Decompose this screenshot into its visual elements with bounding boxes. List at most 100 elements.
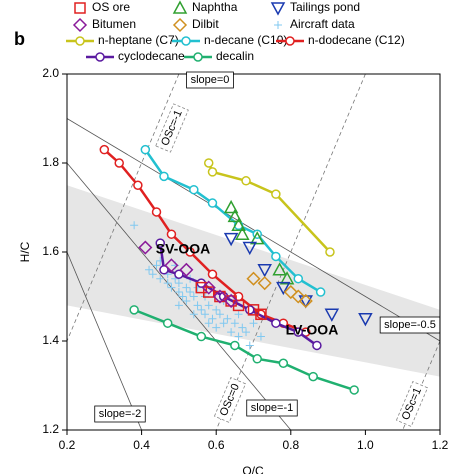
marker-circle [189, 184, 199, 195]
x-tick-label: 1.2 [432, 438, 449, 452]
slope-label-box [246, 399, 298, 417]
osc-label-group: OSc=-1 [155, 103, 189, 153]
slope-label-group: slope=0 [186, 71, 234, 89]
marker-plus [189, 310, 198, 319]
marker-circle [293, 273, 304, 284]
marker-triangle [172, 0, 188, 14]
marker-plus [212, 323, 221, 332]
legend-label: n-decane (C10) [204, 33, 287, 47]
marker-plus [219, 319, 228, 328]
slope-line [67, 118, 440, 342]
marker-plus [223, 314, 232, 323]
x-tick-label: 1.0 [357, 438, 374, 452]
marker-circle [75, 36, 85, 46]
marker-triangle-down [358, 313, 373, 327]
marker-plus [174, 301, 183, 310]
marker-plus [182, 283, 191, 292]
marker-circle [193, 52, 203, 62]
marker-triangle [223, 199, 239, 214]
marker-circle [207, 167, 218, 177]
slope-label-box [186, 71, 234, 89]
marker-circle [181, 36, 191, 46]
marker-circle [325, 247, 335, 257]
legend-label: Aircraft data [290, 17, 355, 31]
marker-circle [196, 331, 207, 342]
marker-square [74, 2, 86, 14]
marker-plus [242, 328, 251, 337]
slope-label-group: slope=-2 [94, 405, 146, 423]
annotation: SV-OOA [156, 241, 210, 257]
y-tick-label: 1.8 [42, 155, 59, 169]
marker-diamond [138, 240, 153, 255]
marker-plus [234, 310, 243, 319]
marker-diamond [246, 271, 261, 286]
x-tick-label: 0.6 [208, 438, 225, 452]
slope-line [67, 251, 142, 430]
marker-triangle-down [242, 241, 258, 256]
marker-diamond [212, 289, 227, 304]
marker-plus [245, 341, 254, 350]
marker-circle [203, 158, 214, 168]
marker-plus [208, 314, 217, 323]
legend-label: n-heptane (C7) [98, 33, 179, 47]
panel-label: b [14, 29, 25, 49]
osc-label-group: OSc=0 [213, 377, 247, 423]
marker-plus [204, 301, 213, 310]
marker-circle [162, 318, 173, 328]
slope-label: slope=-2 [99, 408, 142, 420]
marker-plus [163, 279, 172, 288]
marker-diamond [172, 17, 188, 33]
marker-circle [349, 385, 359, 395]
marker-circle [159, 171, 169, 182]
marker-circle [174, 269, 184, 279]
marker-circle [207, 198, 218, 208]
marker-circle [245, 305, 255, 315]
marker-circle [308, 371, 318, 382]
osc-label-box [155, 103, 189, 153]
marker-plus [178, 292, 187, 301]
x-tick-label: 0.2 [59, 438, 76, 452]
marker-plus [249, 319, 258, 328]
marker-circle [271, 318, 281, 328]
slope-label-box [379, 316, 441, 334]
shaded-region [67, 185, 440, 377]
slope-label: slope=0 [191, 74, 230, 86]
marker-circle [230, 340, 240, 351]
osc-label-box [395, 381, 429, 427]
y-tick-label: 1.6 [42, 244, 59, 258]
marker-circle [293, 327, 304, 337]
marker-plus [189, 292, 198, 301]
y-tick-label: 2.0 [42, 66, 59, 80]
slope-label-box [94, 405, 146, 423]
marker-circle [129, 305, 139, 315]
marker-triangle-down [324, 308, 340, 322]
marker-plus [182, 296, 191, 305]
marker-plus [197, 305, 206, 314]
slope-label: slope=-1 [251, 402, 294, 414]
marker-plus [274, 21, 282, 29]
x-tick-label: 0.8 [282, 438, 299, 452]
marker-circle [140, 144, 151, 155]
series-line [133, 308, 355, 392]
marker-plus [201, 310, 210, 319]
marker-circle [133, 180, 143, 190]
marker-circle [95, 52, 105, 62]
annotation: LV-OOA [286, 322, 339, 338]
marker-plus [152, 261, 161, 270]
marker-diamond [298, 293, 313, 309]
y-axis-label: H/C [18, 241, 32, 262]
marker-diamond [224, 293, 239, 309]
plot-area [67, 74, 440, 430]
marker-plus [174, 279, 183, 288]
marker-triangle [272, 262, 287, 276]
marker-diamond [72, 17, 88, 33]
legend-label: Tailings pond [290, 0, 360, 14]
legend-label: Bitumen [92, 17, 136, 31]
marker-circle [151, 207, 162, 217]
marker-plus [215, 310, 224, 319]
marker-plus [238, 323, 247, 332]
marker-diamond [291, 289, 306, 304]
marker-plus [256, 332, 265, 341]
series-line [207, 162, 331, 253]
osc-line [215, 74, 366, 430]
